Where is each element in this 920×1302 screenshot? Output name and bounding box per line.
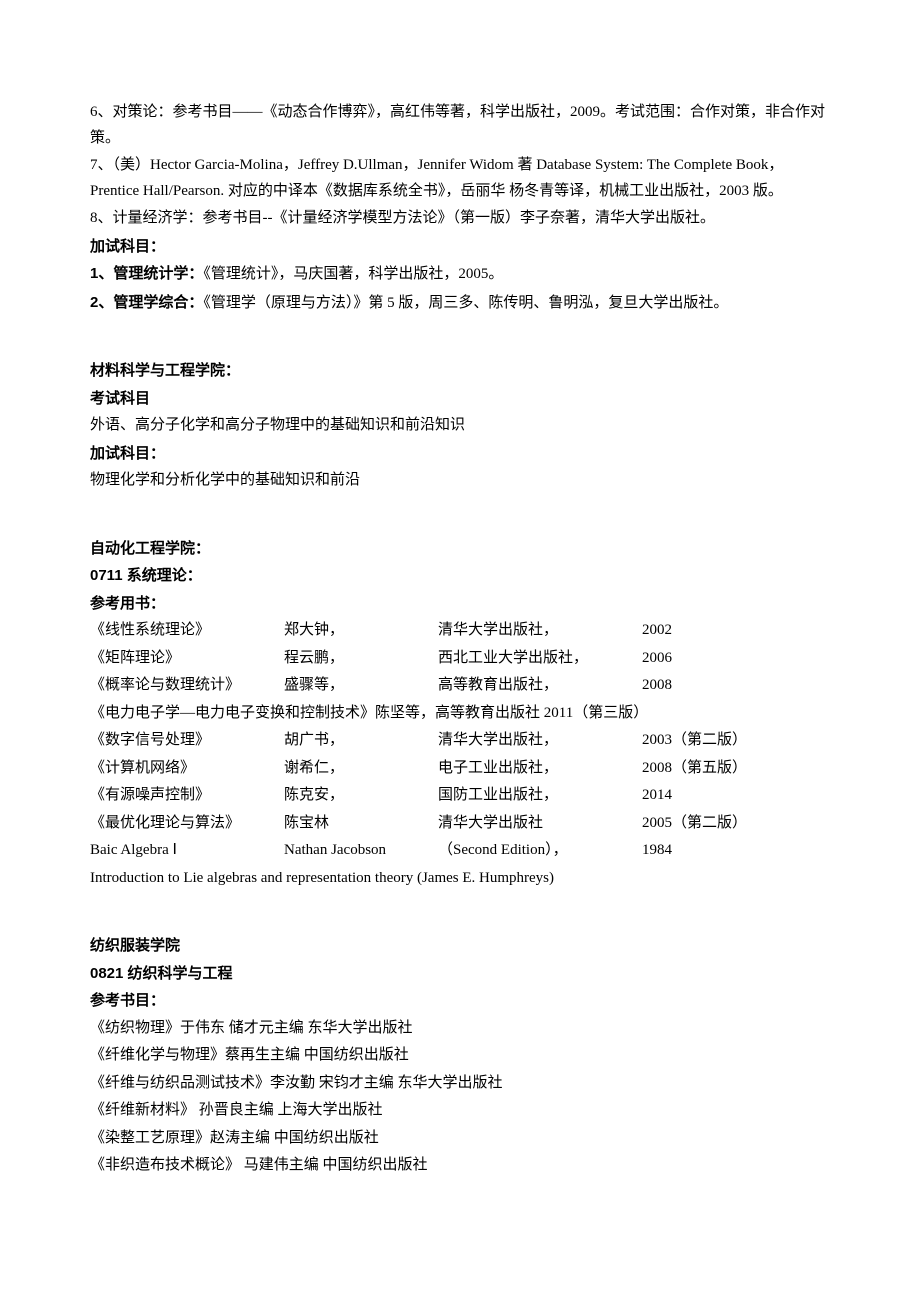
paragraph: 物理化学和分析化学中的基础知识和前沿 [90,468,830,494]
paragraph: 2、管理学综合：《管理学（原理与方法）》第 5 版，周三多、陈传明、鲁明泓，复旦… [90,290,830,317]
ref-year: 2002 [642,618,830,646]
table-row: 《数字信号处理》 胡广书， 清华大学出版社， 2003（第二版） [90,728,830,756]
paragraph: 《纺织物理》于伟东 储才元主编 东华大学出版社 [90,1016,830,1042]
ref-full-line: 《电力电子学—电力电子变换和控制技术》陈坚等，高等教育出版社 2011（第三版） [90,701,830,729]
table-row: 《有源噪声控制》 陈克安， 国防工业出版社， 2014 [90,783,830,811]
paragraph: 外语、高分子化学和高分子物理中的基础知识和前沿知识 [90,413,830,439]
table-row: 《最优化理论与算法》 陈宝林 清华大学出版社 2005（第二版） [90,811,830,839]
document-page: 6、对策论：参考书目——《动态合作博弈》，高红伟等著，科学出版社，2009。考试… [0,0,920,1302]
ref-title: 《有源噪声控制》 [90,783,284,811]
section-heading: 自动化工程学院： [90,536,830,562]
table-row: Baic Algebra Ⅰ Nathan Jacobson （Second E… [90,838,830,866]
subheading: 加试科目： [90,441,830,467]
ref-title: 《数字信号处理》 [90,728,284,756]
ref-title: Baic Algebra Ⅰ [90,838,284,866]
ref-publisher: 清华大学出版社， [438,728,642,756]
ref-year: 2008 [642,673,830,701]
paragraph: 7、（美）Hector Garcia-Molina，Jeffrey D.Ullm… [90,153,830,204]
ref-author: Nathan Jacobson [284,838,438,866]
ref-publisher: 西北工业大学出版社， [438,646,642,674]
paragraph: 6、对策论：参考书目——《动态合作博弈》，高红伟等著，科学出版社，2009。考试… [90,100,830,151]
paragraph: 《非织造布技术概论》 马建伟主编 中国纺织出版社 [90,1153,830,1179]
ref-author: 陈宝林 [284,811,438,839]
ref-title: 《计算机网络》 [90,756,284,784]
subheading: 加试科目： [90,234,830,260]
subheading: 0821 纺织科学与工程 [90,961,830,987]
table-row: 《概率论与数理统计》 盛骤等， 高等教育出版社， 2008 [90,673,830,701]
paragraph: 《染整工艺原理》赵涛主编 中国纺织出版社 [90,1126,830,1152]
item-label: 2、管理学综合： [90,294,203,311]
ref-author: 胡广书， [284,728,438,756]
paragraph: 《纤维与纺织品测试技术》李汝勤 宋钧才主编 东华大学出版社 [90,1071,830,1097]
section-heading: 纺织服装学院 [90,933,830,959]
ref-year: 2005（第二版） [642,811,830,839]
ref-publisher: （Second Edition）， [438,838,642,866]
ref-publisher: 高等教育出版社， [438,673,642,701]
ref-full-line: Introduction to Lie algebras and represe… [90,866,830,894]
section-heading: 材料科学与工程学院： [90,358,830,384]
ref-author: 陈克安， [284,783,438,811]
reference-table: 《线性系统理论》 郑大钟， 清华大学出版社， 2002 《矩阵理论》 程云鹏， … [90,618,830,893]
ref-year: 2014 [642,783,830,811]
ref-author: 郑大钟， [284,618,438,646]
ref-author: 盛骤等， [284,673,438,701]
ref-year: 2006 [642,646,830,674]
ref-author: 谢希仁， [284,756,438,784]
subheading: 参考用书： [90,591,830,617]
ref-publisher: 清华大学出版社 [438,811,642,839]
ref-title: 《矩阵理论》 [90,646,284,674]
item-label: 1、管理统计学： [90,265,203,282]
ref-publisher: 电子工业出版社， [438,756,642,784]
ref-publisher: 国防工业出版社， [438,783,642,811]
table-row: 《电力电子学—电力电子变换和控制技术》陈坚等，高等教育出版社 2011（第三版） [90,701,830,729]
paragraph: 1、管理统计学：《管理统计》，马庆国著，科学出版社，2005。 [90,261,830,288]
table-row: 《计算机网络》 谢希仁， 电子工业出版社， 2008（第五版） [90,756,830,784]
ref-title: 《概率论与数理统计》 [90,673,284,701]
ref-author: 程云鹏， [284,646,438,674]
ref-year: 2008（第五版） [642,756,830,784]
subheading: 参考书目： [90,988,830,1014]
table-row: 《线性系统理论》 郑大钟， 清华大学出版社， 2002 [90,618,830,646]
ref-publisher: 清华大学出版社， [438,618,642,646]
ref-title: 《线性系统理论》 [90,618,284,646]
ref-title: 《最优化理论与算法》 [90,811,284,839]
ref-year: 1984 [642,838,830,866]
ref-year: 2003（第二版） [642,728,830,756]
paragraph: 8、计量经济学：参考书目--《计量经济学模型方法论》（第一版）李子奈著，清华大学… [90,206,830,232]
paragraph: 《纤维新材料》 孙晋良主编 上海大学出版社 [90,1098,830,1124]
paragraph: 《纤维化学与物理》蔡再生主编 中国纺织出版社 [90,1043,830,1069]
subheading: 考试科目 [90,386,830,412]
table-row: Introduction to Lie algebras and represe… [90,866,830,894]
subheading: 0711 系统理论： [90,563,830,589]
table-row: 《矩阵理论》 程云鹏， 西北工业大学出版社， 2006 [90,646,830,674]
